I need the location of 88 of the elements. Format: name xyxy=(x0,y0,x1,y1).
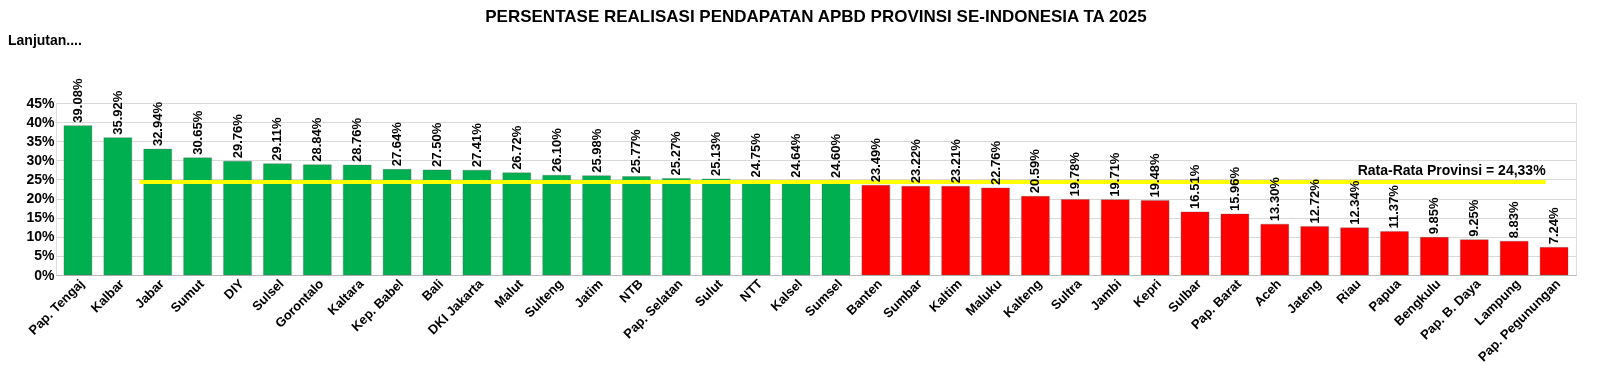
data-label: 32.94% xyxy=(149,101,165,147)
data-label: 11.37% xyxy=(1386,184,1402,229)
data-label: 25.98% xyxy=(588,128,604,173)
data-label: 26.10% xyxy=(548,127,564,173)
y-tick-label: 20% xyxy=(26,190,56,207)
data-label: 35.92% xyxy=(109,90,125,135)
data-label: 25.77% xyxy=(628,128,644,174)
y-tick-label: 5% xyxy=(34,247,56,264)
data-label: 13.30% xyxy=(1266,176,1282,222)
bar xyxy=(382,169,412,276)
y-tick-label: 45% xyxy=(26,94,56,111)
bar xyxy=(901,186,930,276)
x-tick-label: Bali xyxy=(418,276,447,304)
data-label: 25.13% xyxy=(708,131,724,176)
bar xyxy=(981,187,1010,276)
data-label: 30.65% xyxy=(189,110,205,155)
y-tick-label: 10% xyxy=(26,228,56,245)
bar xyxy=(582,175,611,276)
data-label: 9.85% xyxy=(1426,197,1442,235)
bar xyxy=(622,176,651,276)
data-label: 27.41% xyxy=(468,122,484,168)
bar xyxy=(183,157,212,276)
data-label: 28.76% xyxy=(349,117,365,163)
bar xyxy=(702,178,731,276)
bar xyxy=(223,161,252,276)
bar xyxy=(63,125,93,276)
text: Lanjutan.... xyxy=(8,32,82,48)
bar xyxy=(941,186,970,276)
data-label: 19.48% xyxy=(1147,153,1163,198)
data-label: 19.71% xyxy=(1107,152,1123,197)
data-label: 23.21% xyxy=(947,138,963,184)
bar xyxy=(303,164,332,276)
bar xyxy=(462,170,492,276)
data-label: 12.72% xyxy=(1306,178,1322,224)
data-label: 12.34% xyxy=(1346,180,1362,225)
bar xyxy=(1220,213,1250,276)
data-label: 23.49% xyxy=(867,137,883,183)
bar xyxy=(1021,196,1050,276)
data-label: 26.72% xyxy=(508,125,524,170)
bar xyxy=(1539,247,1569,276)
data-label: 7.24% xyxy=(1546,207,1562,245)
bar xyxy=(343,164,372,276)
x-tick-label: DIY xyxy=(220,275,247,303)
data-label: 24.75% xyxy=(748,132,764,178)
data-label: 27.64% xyxy=(389,121,405,167)
bar xyxy=(1460,239,1489,276)
y-tick-label: 0% xyxy=(34,266,56,283)
data-label: 24.64% xyxy=(788,133,804,178)
data-label: 19.78% xyxy=(1067,151,1083,197)
data-label: 22.76% xyxy=(987,140,1003,186)
bar xyxy=(263,163,292,276)
bar xyxy=(143,148,172,276)
bar xyxy=(861,185,890,276)
y-tick-label: 40% xyxy=(26,113,56,130)
y-tick-label: 15% xyxy=(26,209,56,226)
data-label: 28.84% xyxy=(309,117,325,162)
bar xyxy=(542,175,571,276)
ref-line-label: Rata-Rata Provinsi = 24,33% xyxy=(1357,162,1547,179)
data-label: 20.59% xyxy=(1027,148,1043,194)
bar xyxy=(1300,226,1329,276)
bar xyxy=(1101,199,1130,276)
bar xyxy=(1260,224,1289,276)
y-tick-label: 25% xyxy=(26,170,56,187)
bar xyxy=(1140,200,1170,276)
data-label: 16.51% xyxy=(1187,164,1202,209)
bar xyxy=(103,137,132,276)
bar xyxy=(1380,231,1409,276)
y-tick-label: 30% xyxy=(26,151,56,168)
bar xyxy=(662,178,691,276)
bar xyxy=(502,172,531,276)
data-label: 9.25% xyxy=(1466,199,1482,237)
bar xyxy=(1420,237,1449,276)
data-label: 24.60% xyxy=(827,133,843,178)
bar xyxy=(1500,241,1529,276)
data-label: 29.11% xyxy=(269,116,285,161)
data-label: 27.50% xyxy=(429,122,444,167)
bar xyxy=(1180,211,1210,276)
chart-title: PERSENTASE REALISASI PENDAPATAN APBD PROVINSI SE-INDONESIA TA 2025 xyxy=(485,7,1147,26)
data-label: 15.96% xyxy=(1226,166,1242,211)
data-label: 8.83% xyxy=(1506,200,1522,239)
y-tick-label: 35% xyxy=(26,132,56,149)
bar xyxy=(1340,227,1369,276)
data-label: 29.76% xyxy=(229,113,245,159)
data-label: 39.08% xyxy=(69,78,85,123)
data-label: 23.22% xyxy=(907,138,923,184)
bar xyxy=(1061,199,1090,276)
bar xyxy=(422,169,452,276)
data-label: 25.27% xyxy=(668,130,684,176)
